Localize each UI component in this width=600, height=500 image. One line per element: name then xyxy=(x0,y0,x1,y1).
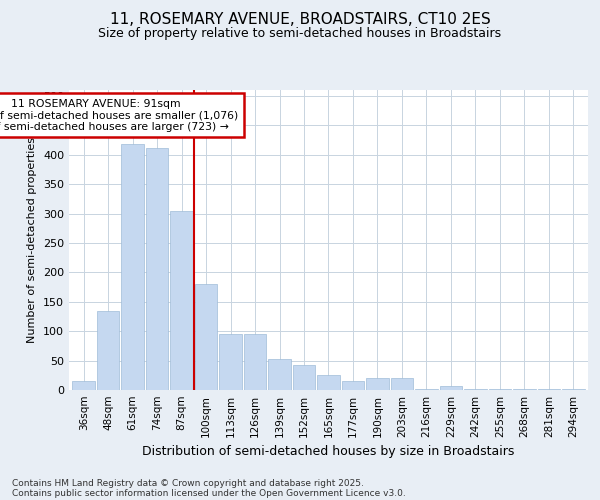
Bar xyxy=(146,148,169,390)
Text: Contains HM Land Registry data © Crown copyright and database right 2025.: Contains HM Land Registry data © Crown c… xyxy=(12,478,364,488)
Text: Contains public sector information licensed under the Open Government Licence v3: Contains public sector information licen… xyxy=(12,488,406,498)
Bar xyxy=(121,144,144,390)
Text: Size of property relative to semi-detached houses in Broadstairs: Size of property relative to semi-detach… xyxy=(98,28,502,40)
Bar xyxy=(342,380,364,390)
X-axis label: Distribution of semi-detached houses by size in Broadstairs: Distribution of semi-detached houses by … xyxy=(142,446,515,458)
Y-axis label: Number of semi-detached properties: Number of semi-detached properties xyxy=(28,137,37,343)
Bar xyxy=(170,210,193,390)
Bar xyxy=(195,284,217,390)
Bar xyxy=(293,366,315,390)
Bar xyxy=(440,386,462,390)
Text: 11 ROSEMARY AVENUE: 91sqm
← 59% of semi-detached houses are smaller (1,076)
40% : 11 ROSEMARY AVENUE: 91sqm ← 59% of semi-… xyxy=(0,99,239,132)
Bar xyxy=(220,334,242,390)
Text: 11, ROSEMARY AVENUE, BROADSTAIRS, CT10 2ES: 11, ROSEMARY AVENUE, BROADSTAIRS, CT10 2… xyxy=(110,12,490,28)
Bar xyxy=(73,381,95,390)
Bar xyxy=(391,378,413,390)
Bar xyxy=(97,310,119,390)
Bar xyxy=(317,376,340,390)
Bar xyxy=(244,334,266,390)
Bar xyxy=(366,378,389,390)
Bar xyxy=(268,359,291,390)
